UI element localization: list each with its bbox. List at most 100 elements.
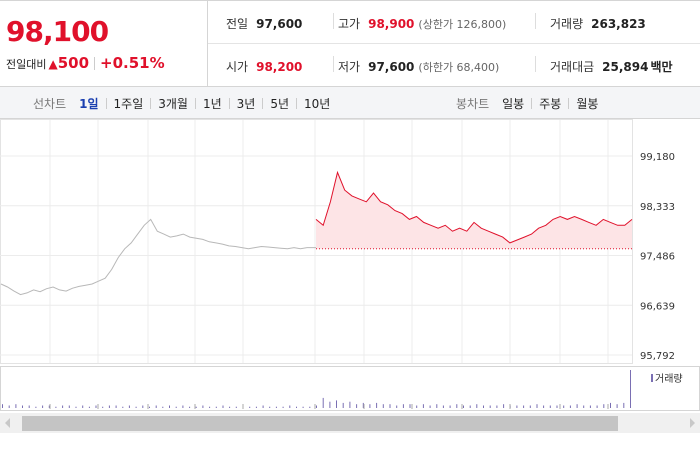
volume-bar [309,406,311,408]
period-tab-6[interactable]: 10년 [304,96,331,111]
divider [535,56,536,72]
volume-bar [356,404,358,408]
volume-bar [189,406,191,408]
y-tick-label: 98,333 [640,202,675,213]
price-block: 98,100 전일대비 ▲500 +0.51% [0,1,208,86]
volume-bar [275,406,277,408]
divider [535,13,536,29]
volume-bar [610,402,611,408]
divider [194,97,196,109]
y-tick-label: 96,639 [640,301,675,312]
stat-value: 98,200 [256,60,303,74]
volume-bar [402,404,404,408]
volume-bar [296,406,297,408]
volume-bar [195,406,197,408]
volume-bar [556,405,558,408]
volume-bar [82,405,84,408]
volume-bar [376,402,378,408]
volume-bar [48,405,50,408]
scrollbar-thumb[interactable] [22,416,618,431]
volume-bar [42,405,44,408]
period-tab-0[interactable]: 1일 [79,96,99,111]
stat-label: 전일 [226,17,249,31]
volume-bar [576,404,578,408]
volume-bar [342,402,344,408]
scroll-right-icon[interactable] [690,418,695,428]
stat-open: 시가 98,200 [226,58,302,75]
candle-tab-1[interactable]: 주봉 [539,96,562,111]
volume-bar [222,405,224,408]
volume-bar [235,406,237,408]
volume-bar [302,406,304,408]
lines-layer [0,170,633,296]
volume-bar [215,406,217,408]
volume-bar [503,404,505,408]
volume-bar [409,404,411,408]
volume-bar [516,405,518,408]
y-tick-label: 97,486 [640,252,675,263]
stat-unit: 백만 [650,60,673,74]
volume-bar [289,405,291,408]
volume-bar [449,405,451,408]
stat-value: 263,823 [591,17,646,31]
volume-bar [249,406,251,408]
period-tab-3[interactable]: 1년 [202,96,222,111]
volume-bar [128,405,130,408]
stat-low: 저가 97,600 (하한가 68,400) [338,58,499,75]
candle-tab-0[interactable]: 일봉 [502,96,525,111]
volume-bar [169,405,170,408]
stat-prev-close: 전일 97,600 [226,15,302,32]
period-tab-5[interactable]: 5년 [270,96,290,111]
volume-bar [202,405,204,408]
volume-bar [543,405,545,408]
volume-bar [442,405,444,408]
volume-bar [142,405,144,408]
period-tab-4[interactable]: 3년 [236,96,256,111]
volume-bar [149,406,150,408]
stat-label: 저가 [338,60,361,74]
divider [262,97,264,109]
quote-header: 98,100 전일대비 ▲500 +0.51% 전일 97,600 고가 98,900(… [0,0,700,87]
volume-legend: 거래량 [655,373,683,385]
volume-bar [68,405,70,408]
volume-bar [135,406,137,408]
volume-bar [62,405,64,408]
stat-volume: 거래량 263,823 [550,15,646,32]
stat-label: 고가 [338,17,361,31]
volume-bar [389,404,391,408]
volume-bar [15,404,17,408]
stat-label: 시가 [226,60,249,74]
today-line [315,170,633,244]
volume-bar [336,400,337,408]
stat-label: 거래량 [550,17,584,31]
period-tab-1[interactable]: 1주일 [113,96,144,111]
divider [568,97,570,109]
volume-bar [603,404,605,408]
volume-bar [182,405,184,408]
stat-value: 98,900 [368,17,415,31]
volume-bar [115,405,117,408]
scroll-left-icon[interactable] [5,418,10,428]
volume-bar [469,405,471,408]
candle-tab-2[interactable]: 월봉 [576,96,599,111]
divider [333,56,334,72]
period-tab-2[interactable]: 3개월 [158,96,188,111]
stat-value: 97,600 [256,17,303,31]
volume-bar [35,406,37,408]
volume-bar [122,406,124,408]
volume-bar [349,401,351,408]
price-chart[interactable]: 99,180 98,333 97,486 96,639 95,792 거래량 [0,119,700,450]
stats-row-1: 전일 97,600 고가 98,900 (상한가 126,800) 거래량 263,82… [208,1,700,44]
volume-bar [209,406,211,408]
volume-bar [496,405,498,408]
volume-bar [422,404,424,408]
volume-bar [162,406,164,408]
y-tick-label: 95,792 [640,351,675,362]
candle-chart-label: 봉차트 [456,96,490,111]
chart-toolbar: 선차트 1일 1주일 3개월 1년 3년 5년 10년 봉차트 일봉 주봉 월봉 [0,87,700,119]
volume-bar [596,405,598,408]
stat-turnover: 거래대금 25,894 백만 [550,58,673,75]
volume-bar [55,406,57,408]
volume-bar [549,405,551,408]
volume-bar [583,405,585,408]
